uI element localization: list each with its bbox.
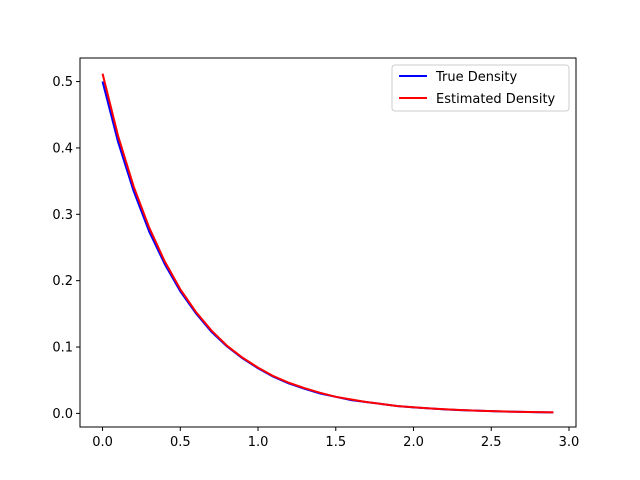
x-tick-label: 3.0: [559, 435, 580, 450]
series-line-estimated-density: [101, 73, 554, 414]
y-tick-label: 0.1: [52, 341, 73, 356]
y-tick-label: 0.2: [52, 274, 73, 289]
x-tick-label: 1.0: [248, 435, 269, 450]
plot-frame: [79, 57, 577, 428]
y-tick-label: 0.4: [52, 141, 73, 156]
axes: [79, 57, 577, 428]
x-tick-label: 2.0: [403, 435, 424, 450]
x-tick-label: 1.5: [325, 435, 346, 450]
x-tick-label: 2.5: [481, 435, 502, 450]
y-tick-label: 0.3: [52, 208, 73, 223]
y-tick-label: 0.5: [52, 75, 73, 90]
legend-label-true-density: True Density: [435, 70, 517, 85]
x-axis-ticks: 0.0 0.5 1.0 1.5 2.0 2.5 3.0: [92, 427, 579, 450]
series-lines: [101, 73, 554, 414]
x-tick-label: 0.5: [170, 435, 191, 450]
legend: True Density Estimated Density: [391, 64, 570, 112]
y-tick-label: 0.0: [52, 407, 73, 422]
x-tick-label: 0.0: [92, 435, 113, 450]
legend-box: [391, 64, 570, 112]
y-axis-ticks: 0.0 0.1 0.2 0.3 0.4 0.5: [52, 75, 80, 422]
legend-label-estimated-density: Estimated Density: [436, 92, 556, 107]
series-line-true-density: [101, 81, 554, 414]
